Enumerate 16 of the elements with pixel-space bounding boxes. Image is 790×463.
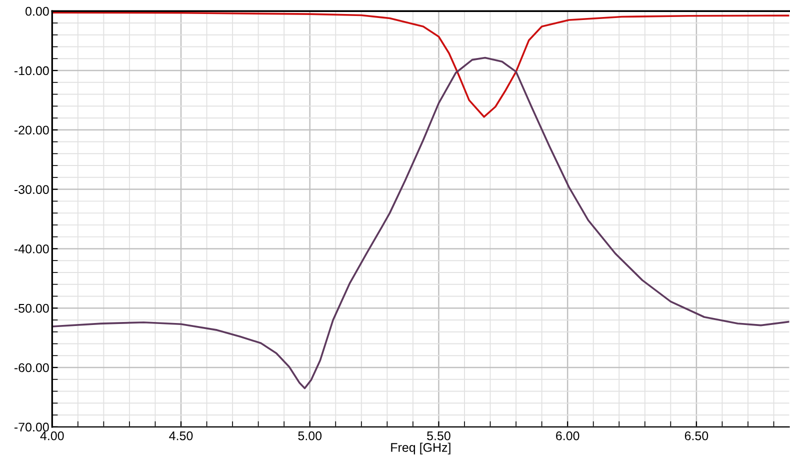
y-tick-label: -30.00 xyxy=(14,185,49,194)
x-tick-label: 6.50 xyxy=(684,431,708,440)
y-tick-label: -70.00 xyxy=(14,422,49,432)
y-tick-label: -10.00 xyxy=(14,66,49,76)
y-tick-label: -20.00 xyxy=(14,126,49,135)
y-tick-label: 0.00 xyxy=(26,6,49,16)
x-tick-label: 5.50 xyxy=(427,431,450,440)
x-tick-label: 4.50 xyxy=(169,431,193,440)
x-tick-label: 4.00 xyxy=(40,431,64,440)
y-tick-label: -40.00 xyxy=(14,244,49,254)
y-tick-label: -50.00 xyxy=(14,304,49,313)
y-tick-label: -60.00 xyxy=(14,363,49,372)
x-axis-title: Freq [GHz] xyxy=(391,442,450,454)
x-tick-label: 5.00 xyxy=(298,431,322,440)
x-tick-label: 6.00 xyxy=(556,431,580,440)
line-series xyxy=(52,56,790,390)
